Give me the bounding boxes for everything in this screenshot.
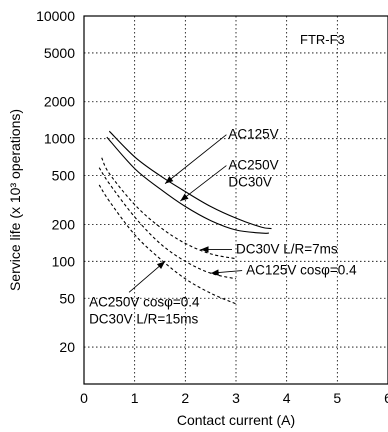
y-tick-label: 500 <box>52 168 76 184</box>
y-tick-label: 100 <box>52 253 76 269</box>
curve-ac250v-dc30v <box>106 136 269 234</box>
leader-ac125v-cos04-arrowhead <box>210 269 219 276</box>
curve-ac125v <box>108 130 272 230</box>
y-tick-label: 10000 <box>36 8 75 24</box>
y-tick-labels: 10000 5000 2000 1000 500 200 100 50 20 <box>36 8 75 355</box>
x-tick-labels: 0 1 2 3 4 5 6 <box>80 390 388 406</box>
model-label: FTR-F3 <box>300 32 345 47</box>
curve-dc30v-lr7ms <box>101 157 237 260</box>
plot-frame <box>83 15 388 385</box>
y-tick-label: 20 <box>59 339 75 355</box>
annotation-dc30v-lr7ms: DC30V L/R=7ms <box>236 241 338 256</box>
y-tick-label: 50 <box>59 290 75 306</box>
x-tick-label: 1 <box>131 390 139 406</box>
leader-ac250v-dc30v <box>179 165 227 202</box>
annotation-ac125v-cos04: AC125V cosφ=0.4 <box>246 263 357 278</box>
y-axis-label: Service life (x 10³ operations) <box>7 109 23 291</box>
x-axis-label: Contact current (A) <box>177 412 295 428</box>
annotations: AC125V AC250V DC30V DC30V L/R=7ms AC125V cos… <box>89 127 357 327</box>
annotation-ac250v-dc30v: DC30V <box>228 175 272 190</box>
y-tick-label: 5000 <box>44 45 75 61</box>
grid <box>84 16 388 384</box>
leader-ac250v-dc30v-arrowhead <box>180 193 189 202</box>
x-tick-label: 5 <box>333 390 341 406</box>
leader-ac250v-cos04-dc30v-lr15ms-arrowhead <box>156 261 166 269</box>
y-tick-label: 1000 <box>44 131 75 147</box>
annotation-ac250v-dc30v: AC250V <box>228 158 278 173</box>
x-tick-label: 2 <box>181 390 189 406</box>
annotation-ac250v-cos04-dc30v-lr15ms: DC30V L/R=15ms <box>89 311 198 326</box>
x-tick-label: 4 <box>283 390 291 406</box>
curve-ac250v-cos04-dc30v-lr15ms <box>98 184 237 305</box>
x-tick-label: 0 <box>80 390 88 406</box>
leader-dc30v-lr7ms-arrowhead <box>200 246 209 253</box>
annotation-ac125v: AC125V <box>228 127 278 142</box>
y-tick-label: 2000 <box>44 94 75 110</box>
leader-ac125v-arrowhead <box>165 176 174 184</box>
leader-ac125v <box>164 134 227 184</box>
x-tick-label: 6 <box>384 390 388 406</box>
x-tick-label: 3 <box>232 390 240 406</box>
annotation-ac250v-cos04-dc30v-lr15ms: AC250V cosφ=0.4 <box>89 294 200 309</box>
y-tick-label: 200 <box>52 216 76 232</box>
